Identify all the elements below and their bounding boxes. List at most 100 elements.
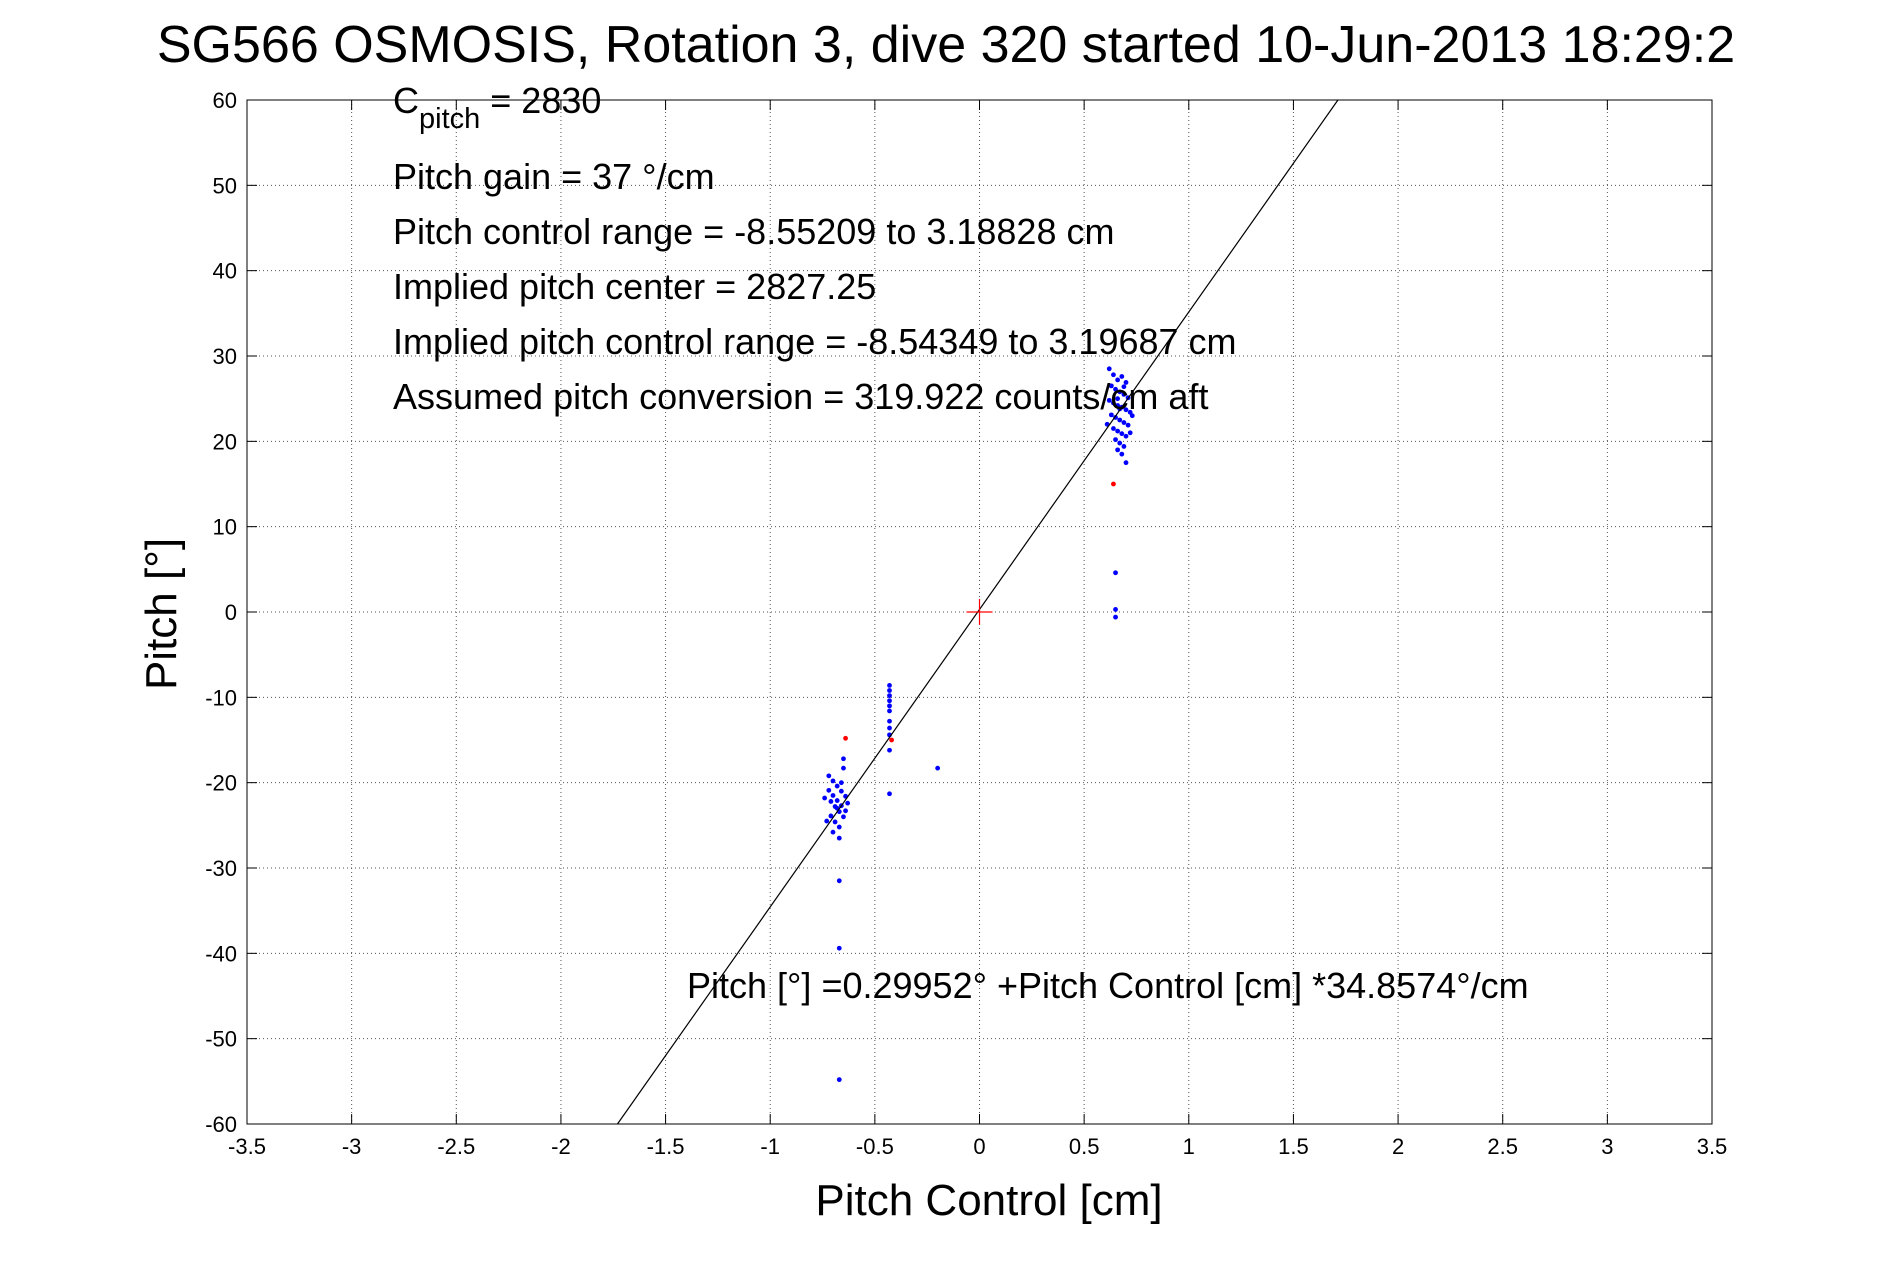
data-point — [826, 787, 832, 793]
fit-equation: Pitch [°] =0.29952° +Pitch Control [cm] … — [687, 965, 1529, 1006]
data-point — [1115, 396, 1121, 402]
data-point — [1113, 386, 1118, 392]
data-point — [841, 756, 846, 762]
c-pitch-annotation: Cpitch = 2830 — [393, 80, 601, 135]
annotation-line: Pitch control range = -8.55209 to 3.1882… — [393, 211, 1114, 252]
data-point — [845, 800, 851, 806]
data-point — [1115, 377, 1121, 383]
data-point — [1111, 372, 1116, 378]
data-point — [1113, 437, 1118, 443]
y-tick-label: 20 — [213, 429, 237, 454]
data-point — [1119, 451, 1125, 457]
data-point — [887, 703, 892, 709]
data-points — [822, 366, 1135, 1083]
data-point — [843, 808, 848, 814]
data-point — [843, 735, 848, 741]
data-point — [887, 693, 892, 699]
data-point — [1125, 422, 1131, 428]
y-tick-label: 30 — [213, 344, 237, 369]
data-point — [1121, 384, 1127, 390]
data-point — [887, 682, 892, 688]
data-point — [1117, 389, 1123, 395]
data-point — [836, 824, 842, 830]
chart-title: SG566 OSMOSIS, Rotation 3, dive 320 star… — [157, 16, 1735, 74]
annotation-line: Implied pitch control range = -8.54349 t… — [393, 321, 1237, 362]
data-point — [887, 718, 892, 724]
data-point — [828, 799, 834, 804]
c-pitch-main: C — [393, 80, 419, 121]
data-point — [830, 829, 836, 835]
data-point — [1123, 380, 1129, 385]
data-point — [887, 708, 892, 714]
y-tick-label: -40 — [205, 941, 237, 966]
data-point — [935, 765, 941, 771]
data-point — [841, 814, 846, 820]
x-tick-label: -0.5 — [856, 1134, 894, 1159]
series-1 — [843, 481, 1116, 743]
data-point — [824, 818, 830, 824]
x-tick-label: 0.5 — [1069, 1134, 1100, 1159]
fit-line-group — [616, 99, 1339, 1125]
data-point — [1123, 460, 1129, 466]
data-point — [826, 773, 832, 779]
x-tick-label: 3 — [1601, 1134, 1613, 1159]
data-point — [887, 747, 892, 753]
x-tick-label: 0 — [973, 1134, 985, 1159]
y-tick-label: 40 — [213, 259, 237, 284]
y-tick-label: -30 — [205, 856, 237, 881]
y-axis-label: Pitch [°] — [137, 538, 186, 690]
data-point — [834, 798, 840, 803]
data-point — [887, 698, 892, 704]
data-point — [1119, 374, 1125, 379]
data-point — [836, 945, 842, 951]
data-point — [1111, 426, 1116, 431]
data-point — [1111, 400, 1116, 406]
data-point — [838, 780, 844, 786]
y-tick-label: -50 — [205, 1027, 237, 1052]
data-point — [1111, 481, 1116, 487]
data-point — [1117, 417, 1123, 423]
c-pitch-subscript: pitch — [419, 103, 480, 135]
data-point — [1113, 607, 1118, 612]
data-point — [887, 725, 892, 731]
data-point — [1121, 420, 1127, 425]
data-point — [822, 795, 828, 801]
y-tick-label: -60 — [205, 1112, 237, 1137]
data-point — [1127, 430, 1133, 436]
x-tick-label: 3.5 — [1697, 1134, 1728, 1159]
data-point — [1123, 407, 1129, 413]
data-point — [841, 765, 846, 771]
data-point — [838, 788, 844, 794]
y-tick-label: 0 — [225, 600, 237, 625]
data-point — [828, 813, 834, 819]
data-point — [830, 778, 836, 784]
c-pitch-value: = 2830 — [480, 80, 601, 121]
x-tick-label: -3.5 — [228, 1134, 266, 1159]
annotation-line: Assumed pitch conversion = 319.922 count… — [393, 376, 1208, 417]
data-point — [1106, 397, 1112, 403]
tick-labels: -3.5 -3 -2.5 -2 -1.5 -1 -0.5 0 0.5 1 1.5 2 2.5 3 3.5 60… — [205, 88, 1727, 1159]
y-tick-label: 10 — [213, 515, 237, 540]
data-point — [1113, 614, 1118, 620]
data-point — [887, 791, 892, 797]
x-tick-label: 2 — [1392, 1134, 1404, 1159]
annotation-line: Implied pitch center = 2827.25 — [393, 266, 876, 307]
data-point — [1108, 412, 1114, 418]
data-point — [1113, 570, 1118, 576]
data-point — [832, 819, 838, 825]
x-tick-label: -3 — [342, 1134, 362, 1159]
y-tick-label: -10 — [205, 685, 237, 710]
x-axis-label: Pitch Control [cm] — [815, 1176, 1162, 1225]
data-point — [1108, 383, 1114, 389]
data-point — [1117, 440, 1123, 446]
x-tick-label: -2.5 — [437, 1134, 475, 1159]
data-point — [1115, 428, 1121, 434]
x-tick-label: 2.5 — [1487, 1134, 1518, 1159]
data-point — [1106, 366, 1112, 372]
data-point — [836, 1077, 842, 1083]
data-point — [1121, 444, 1127, 449]
x-tick-label: -2 — [551, 1134, 571, 1159]
y-tick-label: -20 — [205, 771, 237, 796]
